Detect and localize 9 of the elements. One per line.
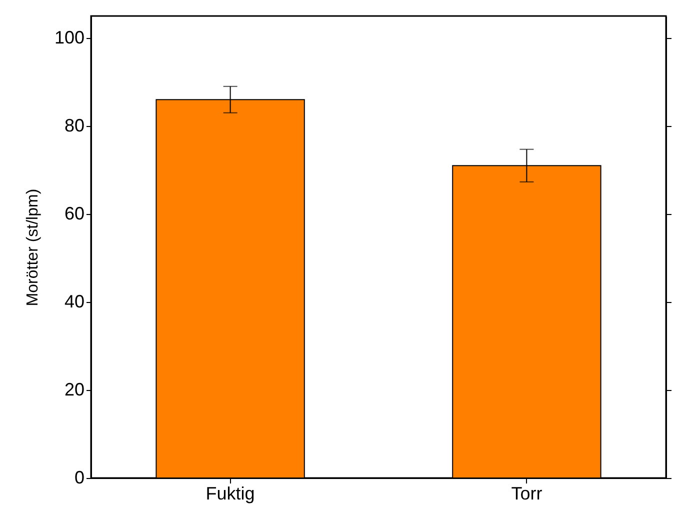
- y-tick-label: 40: [64, 292, 84, 312]
- y-tick-label: 60: [64, 204, 84, 224]
- y-tick-label: 80: [64, 116, 84, 136]
- y-axis-title: Morötter (st/lpm): [24, 188, 42, 306]
- y-tick-label: 0: [74, 468, 84, 488]
- y-tick-label: 100: [54, 28, 84, 48]
- x-tick-label: Torr: [511, 484, 542, 504]
- x-tick-label: Fuktig: [206, 484, 255, 504]
- y-tick-label: 20: [64, 380, 84, 400]
